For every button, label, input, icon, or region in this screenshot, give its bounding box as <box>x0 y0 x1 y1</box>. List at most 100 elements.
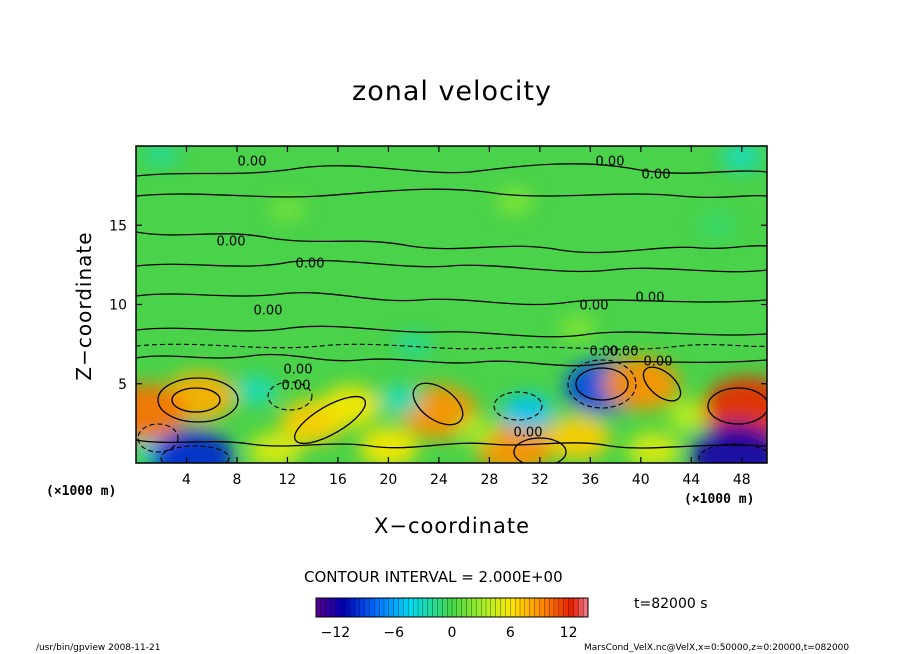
colorbar-cell-34 <box>480 597 487 618</box>
colorbar-tick-label-3: 6 <box>506 625 515 641</box>
colorbar-cell-28 <box>451 597 458 618</box>
colorbar-cell-8 <box>354 597 361 618</box>
colorbar-cell-20 <box>412 597 419 618</box>
colorbar-cell-25 <box>437 597 443 618</box>
y-tick-label-1: 10 <box>109 298 127 314</box>
colorbar-frame <box>315 597 589 618</box>
x-tick-label-10: 44 <box>682 472 700 488</box>
x-ticks: 4 8 12 16 20 24 28 32 36 40 44 48 <box>182 146 751 488</box>
x-tick-label-11: 48 <box>733 472 751 488</box>
field-feature-21 <box>559 315 597 342</box>
contour-interval-label: CONTOUR INTERVAL = 2.000E+00 <box>304 568 563 586</box>
x-tick-label-2: 12 <box>279 472 297 488</box>
negative-contour-lines <box>136 343 767 463</box>
field-feature-11 <box>456 417 498 446</box>
colorbar-cell-45 <box>534 597 540 618</box>
contour-label-6: 0.00 <box>636 291 665 306</box>
colorbar-cell-17 <box>398 597 404 618</box>
footer-left: /usr/bin/gpview 2008-11-21 <box>36 643 161 653</box>
field-feature-18 <box>151 429 235 463</box>
contour-label-3: 0.00 <box>217 235 246 250</box>
x-unit-label-right: (×1000 m) <box>684 492 755 507</box>
colorbar-cell-2 <box>325 597 332 618</box>
contour-label-9: 0.00 <box>282 379 311 394</box>
colorbar-cell-31 <box>466 597 472 618</box>
field-feature-23 <box>496 188 533 215</box>
colorbar-cell-7 <box>349 597 356 618</box>
contour-label-13: 0.00 <box>590 345 619 360</box>
field-feature-27 <box>395 331 433 357</box>
field-feature-26 <box>721 146 763 172</box>
x-unit-label-left: (×1000 m) <box>46 484 117 499</box>
colorbar-tick-label-1: −6 <box>383 625 404 641</box>
colorbar-cell-51 <box>563 597 570 618</box>
y-tick-label-0: 5 <box>118 377 127 393</box>
colorbar-cell-10 <box>364 597 370 618</box>
colorbar-cell-38 <box>500 597 506 618</box>
colorbar-cell-3 <box>330 597 336 618</box>
field-feature-10 <box>500 393 554 431</box>
x-tick-label-3: 16 <box>329 472 347 488</box>
x-tick-label-5: 24 <box>430 472 448 488</box>
field-feature-25 <box>142 146 180 167</box>
contour-label-1: 0.00 <box>596 155 625 170</box>
y-ticks: 5 10 15 <box>109 218 767 393</box>
x-tick-label-8: 36 <box>581 472 599 488</box>
contour-label-5: 0.00 <box>254 304 283 319</box>
colorbar-cell-49 <box>553 597 560 618</box>
colorbar-cell-33 <box>476 597 482 618</box>
colorbar-cell-21 <box>417 597 424 618</box>
colorbar-cell-47 <box>544 597 550 618</box>
field-feature-5 <box>248 431 302 463</box>
colorbar-cell-6 <box>344 597 351 618</box>
colorbar-cell-40 <box>510 597 516 618</box>
colorbar-cell-23 <box>427 597 434 618</box>
colorbar-cell-53 <box>573 597 579 618</box>
colorbar-cell-42 <box>519 597 526 618</box>
colorbar-cell-29 <box>456 597 463 618</box>
colorbar-cell-30 <box>461 597 468 618</box>
colorbar-cell-27 <box>446 597 453 618</box>
colorbar-tick-label-4: 12 <box>560 625 578 641</box>
time-label: t=82000 s <box>634 596 708 612</box>
contour-label-2: 0.00 <box>642 168 671 183</box>
colorbar-cell-39 <box>505 597 511 618</box>
contour-label-0: 0.00 <box>238 155 267 170</box>
contour-label-7: 0.00 <box>580 299 609 314</box>
colorbar-cell-11 <box>369 597 375 618</box>
colorbar-cell-50 <box>558 597 565 618</box>
colorbar-cell-4 <box>335 597 341 618</box>
contour-label-12: 0.00 <box>514 426 543 441</box>
contour-label-8: 0.00 <box>284 363 313 378</box>
colorbar-tick-label-0: −12 <box>321 625 351 641</box>
footer-right: MarsCond_VelX.nc@VelX,x=0:50000,z=0:2000… <box>584 643 850 653</box>
field-feature-13 <box>545 415 611 461</box>
colorbar-cell-5 <box>340 597 346 618</box>
colorbar-cell-37 <box>495 597 502 618</box>
colorbar-tick-label-2: 0 <box>448 625 457 641</box>
colorbar-cell-18 <box>403 597 409 618</box>
y-tick-label-2: 15 <box>109 218 127 234</box>
colorbar-cell-46 <box>539 597 545 618</box>
field-feature-8 <box>380 385 422 414</box>
colorbar-cell-12 <box>374 597 380 618</box>
colorbar-cell-44 <box>529 597 536 618</box>
colorbar-cell-14 <box>383 597 390 618</box>
colorbar-cell-36 <box>490 597 497 618</box>
colorbar-cell-41 <box>514 597 521 618</box>
colorbar-cell-13 <box>378 597 385 618</box>
colorbar-cell-16 <box>393 597 400 618</box>
field-feature-4 <box>321 385 380 427</box>
colorbar-cell-54 <box>578 597 584 618</box>
colorbar-cell-26 <box>442 597 448 618</box>
colorbar-cell-32 <box>471 597 477 618</box>
contour-lines <box>136 163 767 463</box>
x-tick-label-9: 40 <box>632 472 650 488</box>
colorbar-cell-43 <box>524 597 531 618</box>
colorbar-cell-9 <box>359 597 366 618</box>
field-feature-19 <box>136 383 185 442</box>
field-feature-7 <box>358 426 418 463</box>
colorbar: −12 −6 0 6 12 <box>315 597 589 641</box>
velocity-field: 0.00 0.000.000.000.000.000.000.000.000.00… <box>136 146 767 463</box>
